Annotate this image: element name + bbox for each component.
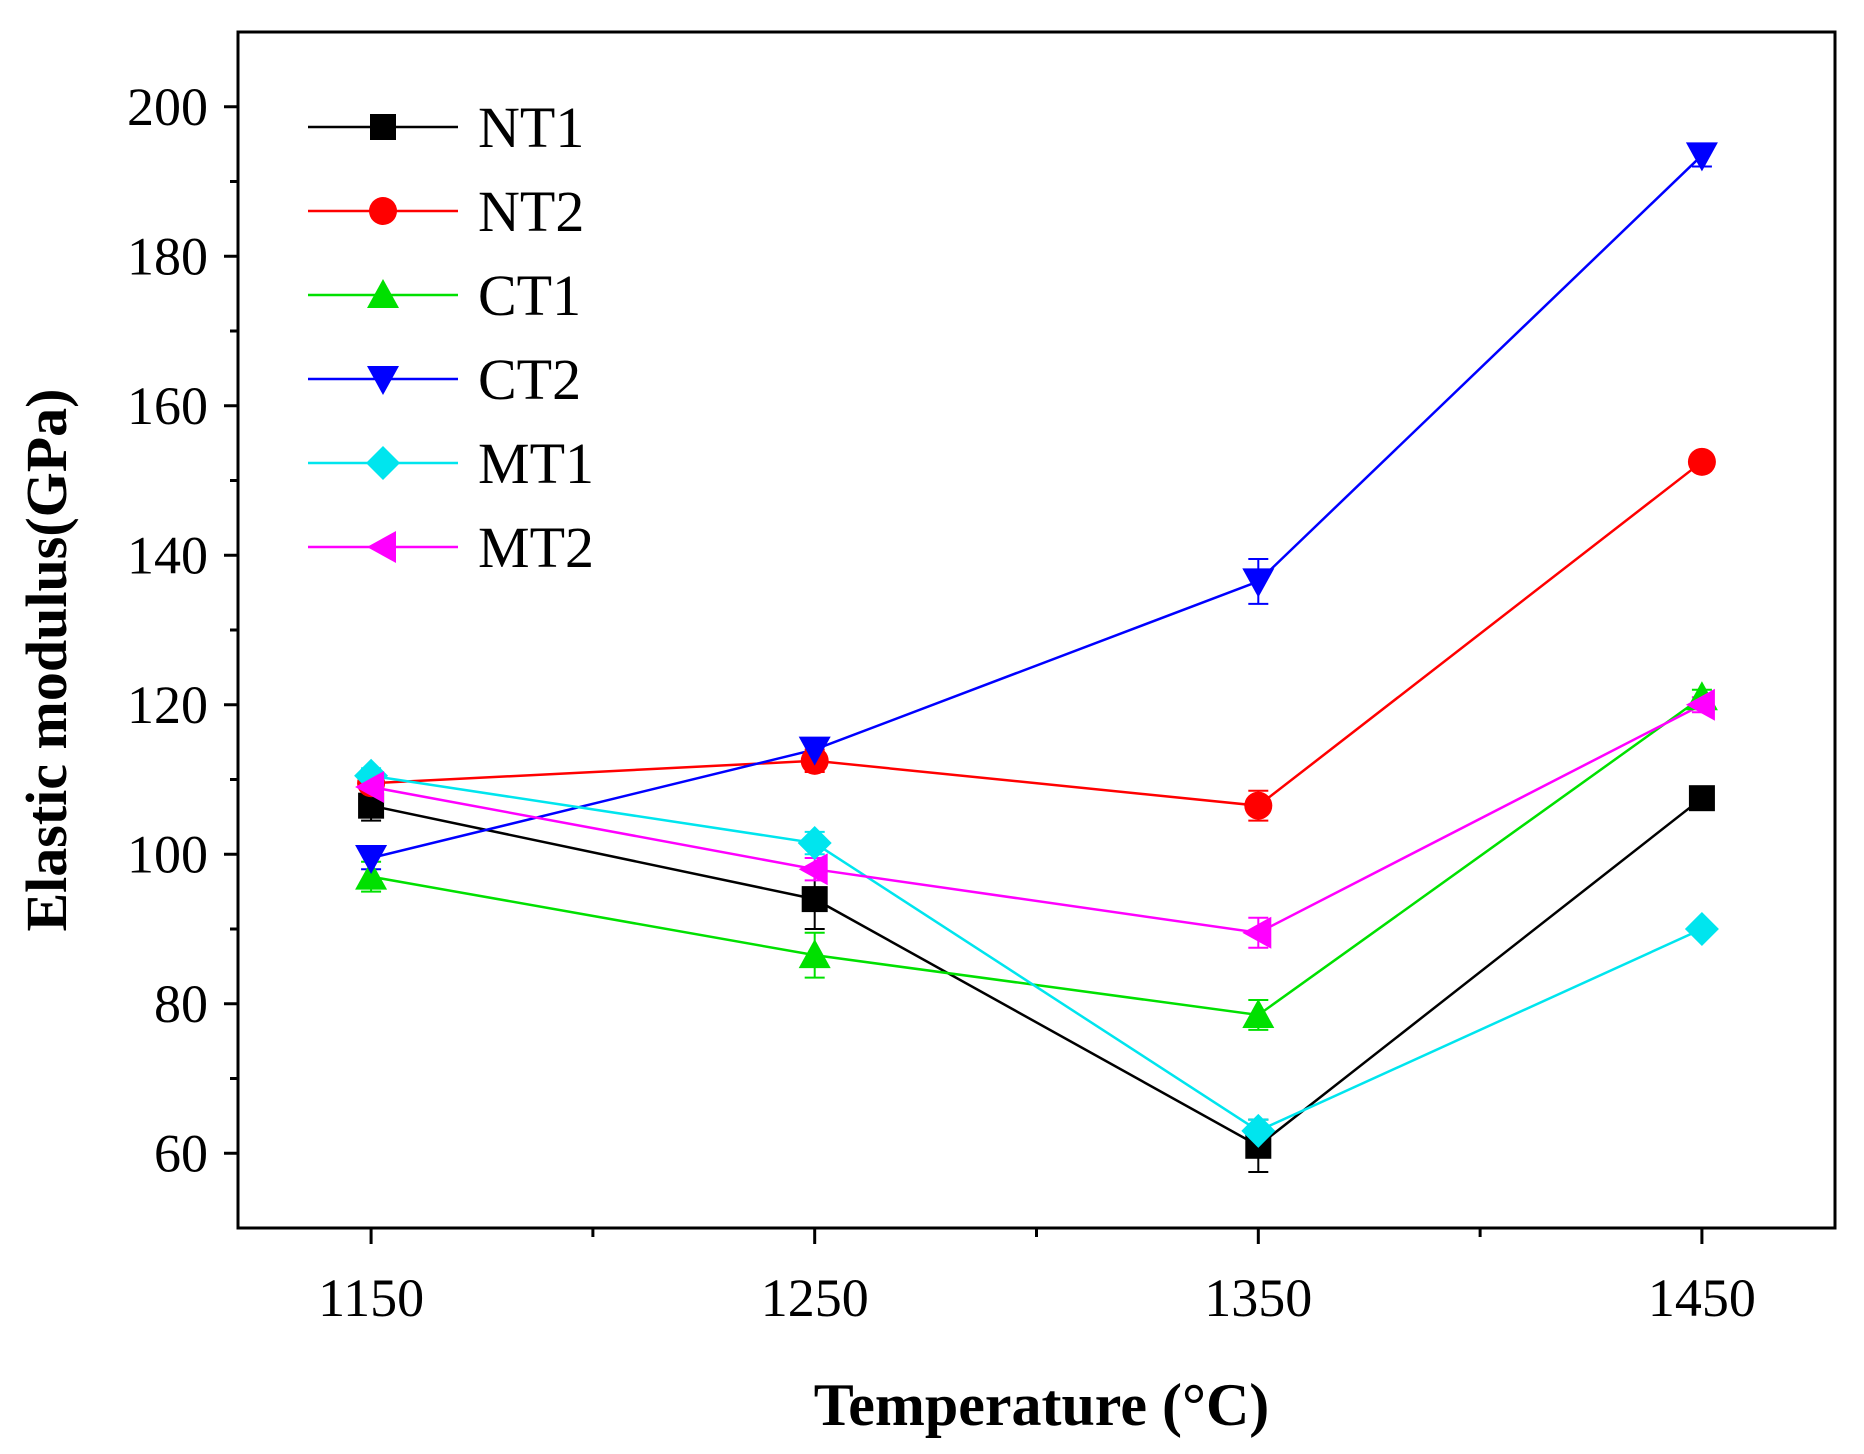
- y-tick-label: 140: [127, 525, 208, 585]
- y-tick-label: 200: [127, 77, 208, 137]
- y-tick-label: 180: [127, 226, 208, 286]
- data-point-mt1: [1684, 912, 1719, 946]
- x-tick-label: 1450: [1648, 1268, 1756, 1328]
- legend: NT1 NT2 CT1 CT2 MT1 MT2: [308, 95, 594, 580]
- data-point-mt1: [797, 826, 832, 861]
- data-point-nt2: [1687, 447, 1716, 476]
- x-axis-title: Temperature (°C): [814, 1372, 1270, 1438]
- legend-marker-nt1: [370, 114, 396, 140]
- data-point-nt1: [801, 886, 828, 913]
- y-tick-label: 60: [154, 1123, 208, 1183]
- data-point-ct2: [1242, 568, 1275, 598]
- series-line-mt1: [370, 774, 1703, 1133]
- data-point-mt2: [1685, 688, 1715, 721]
- data-point-mt2: [798, 853, 828, 886]
- legend-marker-ct2: [367, 366, 399, 395]
- legend-marker-nt2: [369, 197, 397, 225]
- legend-marker-ct1: [367, 279, 399, 308]
- y-axis-title: Elastic modulus(GPa): [14, 389, 79, 932]
- legend-marker-mt2: [367, 531, 396, 563]
- y-tick-label: 160: [127, 376, 208, 436]
- data-point-ct1: [355, 860, 388, 890]
- x-tick-label: 1350: [1204, 1268, 1312, 1328]
- series-line-nt2: [371, 460, 1703, 807]
- legend-label-ct1: CT1: [478, 263, 581, 328]
- legend-label-ct2: CT2: [478, 347, 581, 412]
- series-line-mt2: [370, 703, 1703, 935]
- legend-label-nt2: NT2: [478, 179, 584, 244]
- data-point-ct2: [1685, 142, 1718, 172]
- data-point-mt1: [1241, 1113, 1276, 1148]
- y-tick-label: 80: [154, 974, 208, 1034]
- x-axis: 1150 1250 1350 1450: [318, 1228, 1756, 1328]
- x-tick-label: 1150: [318, 1268, 424, 1328]
- series-line-ct1: [370, 696, 1703, 1017]
- series-line-nt1: [370, 797, 1703, 1148]
- series-markers: [354, 142, 1719, 1159]
- series-line-ct2: [370, 154, 1703, 860]
- legend-label-mt1: MT1: [478, 431, 594, 496]
- y-axis: 60 80 100 120 140 160 180 200: [127, 77, 238, 1183]
- legend-label-nt1: NT1: [478, 95, 584, 160]
- legend-label-mt2: MT2: [478, 515, 594, 580]
- data-point-ct2: [798, 736, 831, 766]
- data-point-ct2: [355, 844, 388, 874]
- data-point-ct1: [798, 939, 831, 969]
- data-point-nt2: [1244, 791, 1273, 820]
- series-lines: [370, 154, 1703, 1148]
- data-point-mt2: [355, 770, 385, 803]
- y-tick-label: 120: [127, 675, 208, 735]
- x-tick-label: 1250: [761, 1268, 869, 1328]
- legend-marker-mt1: [366, 446, 400, 480]
- data-point-nt1: [1688, 785, 1715, 812]
- data-point-mt2: [1242, 916, 1272, 949]
- data-point-ct1: [1242, 998, 1275, 1028]
- y-tick-label: 100: [127, 824, 208, 884]
